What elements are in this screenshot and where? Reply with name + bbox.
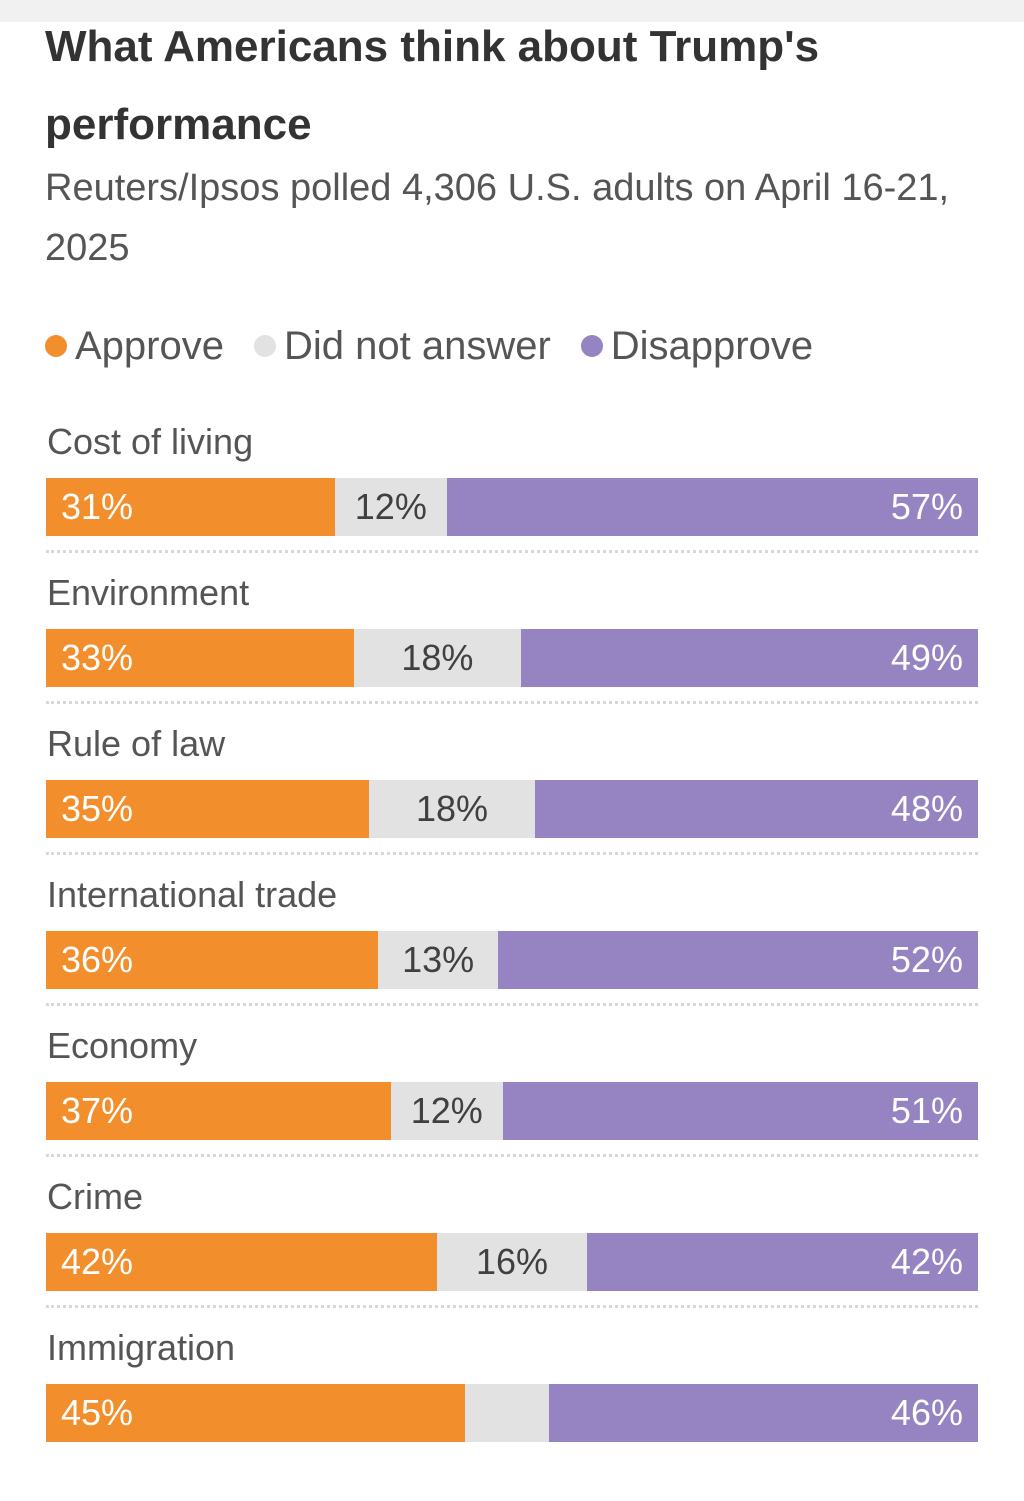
bar-segment-approve: 33%: [46, 629, 354, 687]
legend-swatch-did-not-answer: [253, 335, 276, 357]
legend-swatch-disapprove: [580, 335, 603, 357]
bar-segment-disapprove: 48%: [535, 780, 978, 838]
bar-segment-approve: 35%: [46, 780, 369, 838]
category-label: Environment: [47, 572, 250, 613]
legend-item-approve: Approve: [45, 318, 224, 374]
row-crime: Crime 42% 16% 42%: [46, 1170, 978, 1321]
data-label-did-not-answer: 12%: [410, 1090, 483, 1131]
data-label-did-not-answer: 18%: [401, 637, 474, 678]
legend-label-disapprove: Disapprove: [610, 324, 814, 368]
data-label-disapprove: 49%: [890, 637, 963, 678]
legend: Approve Did not answer Disapprove: [45, 318, 843, 374]
bar-segment-disapprove: 51%: [502, 1082, 978, 1140]
bar-segment-did-not-answer: [465, 1384, 550, 1442]
bar-segment-approve: 45%: [46, 1384, 466, 1442]
data-label-disapprove: 51%: [890, 1090, 963, 1131]
data-label-approve: 33%: [61, 637, 134, 678]
stacked-bar: 42% 16% 42%: [46, 1233, 978, 1291]
data-label-disapprove: 52%: [890, 939, 963, 980]
data-label-disapprove: 42%: [890, 1241, 963, 1282]
bar-segment-did-not-answer: 12%: [334, 478, 447, 536]
bar-segment-disapprove: 46%: [549, 1384, 978, 1442]
data-label-did-not-answer: 16%: [475, 1241, 549, 1282]
row-divider: [46, 701, 978, 704]
legend-label-did-not-answer: Did not answer: [283, 324, 551, 368]
data-label-approve: 35%: [61, 788, 134, 829]
chart-title: What Americans think about Trump's perfo…: [45, 22, 820, 149]
bar-segment-disapprove: 57%: [446, 478, 978, 536]
bar-segment-approve: 31%: [46, 478, 335, 536]
bar-segment-did-not-answer: 16%: [437, 1233, 587, 1291]
data-label-approve: 45%: [61, 1392, 134, 1433]
bar-segment-approve: 42%: [46, 1233, 438, 1291]
bar-segment-disapprove: 52%: [498, 931, 978, 989]
category-label: Immigration: [47, 1327, 236, 1368]
data-label-did-not-answer: 13%: [402, 939, 475, 980]
data-label-approve: 42%: [61, 1241, 134, 1282]
chart-subtitle: Reuters/Ipsos polled 4,306 U.S. adults o…: [45, 167, 950, 269]
legend-item-disapprove: Disapprove: [580, 318, 814, 374]
data-label-approve: 31%: [61, 486, 134, 527]
stacked-bar: 36% 13% 52%: [46, 931, 978, 989]
category-label: International trade: [47, 874, 338, 915]
bar-segment-approve: 36%: [46, 931, 379, 989]
data-label-did-not-answer: 12%: [354, 486, 427, 527]
stacked-bar: 31% 12% 57%: [46, 478, 978, 536]
data-label-approve: 37%: [61, 1090, 134, 1131]
stacked-bar: 45% 46%: [46, 1384, 978, 1442]
data-label-disapprove: 46%: [890, 1392, 963, 1433]
bar-segment-disapprove: 42%: [586, 1233, 978, 1291]
bar-segment-approve: 37%: [46, 1082, 391, 1140]
row-divider: [46, 1154, 978, 1157]
stacked-bar: 35% 18% 48%: [46, 780, 978, 838]
stacked-bar: 33% 18% 49%: [46, 629, 978, 687]
data-label-approve: 36%: [61, 939, 134, 980]
stacked-bar: 37% 12% 51%: [46, 1082, 978, 1140]
row-divider: [46, 550, 978, 553]
row-cost-of-living: Cost of living 31% 12% 57%: [46, 415, 978, 566]
row-immigration: Immigration 45% 46%: [46, 1321, 978, 1472]
category-label: Cost of living: [47, 421, 254, 462]
row-divider: [46, 1003, 978, 1006]
category-label: Crime: [47, 1176, 143, 1217]
data-label-did-not-answer: 18%: [415, 788, 489, 829]
category-label: Rule of law: [47, 723, 226, 764]
data-label-disapprove: 57%: [890, 486, 963, 527]
row-environment: Environment 33% 18% 49%: [46, 566, 978, 717]
bar-segment-did-not-answer: 18%: [368, 780, 536, 838]
bar-segment-disapprove: 49%: [521, 629, 978, 687]
row-international-trade: International trade 36% 13% 52%: [46, 868, 978, 1019]
data-label-disapprove: 48%: [890, 788, 963, 829]
top-bar: [0, 0, 1024, 22]
row-divider: [46, 852, 978, 855]
bar-segment-did-not-answer: 18%: [353, 629, 522, 687]
category-label: Economy: [47, 1025, 198, 1066]
row-rule-of-law: Rule of law 35% 18% 48%: [46, 717, 978, 868]
legend-item-did-not-answer: Did not answer: [253, 318, 551, 374]
bar-segment-did-not-answer: 13%: [378, 931, 499, 989]
row-economy: Economy 37% 12% 51%: [46, 1019, 978, 1170]
row-divider: [46, 1305, 978, 1308]
legend-label-approve: Approve: [75, 324, 224, 368]
legend-swatch-approve: [45, 335, 67, 357]
bar-segment-did-not-answer: 12%: [390, 1082, 503, 1140]
